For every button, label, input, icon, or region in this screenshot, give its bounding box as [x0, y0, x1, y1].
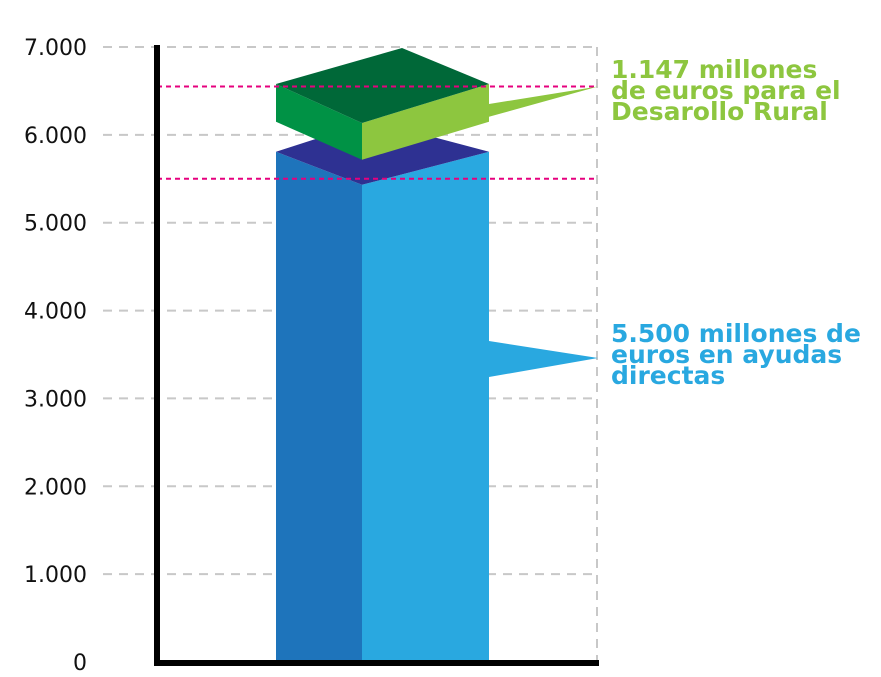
bar-green-top-face [276, 48, 489, 124]
annotation-rural-development-line-1: de euros para el [611, 76, 841, 105]
y-tick-label-6: 6.000 [24, 124, 87, 149]
y-tick-label-1: 1.000 [24, 563, 87, 588]
y-axis [154, 45, 160, 665]
annotation-rural-development-line-2: Desarollo Rural [611, 97, 828, 126]
y-tick-label-7: 7.000 [24, 36, 87, 61]
bar-blue-left-face [276, 151, 362, 663]
callout-pointer-green [489, 86, 598, 117]
annotation-direct-payments-line-1: euros en ayudas [611, 340, 842, 369]
y-tick-label-0: 0 [73, 651, 87, 676]
x-axis [154, 660, 599, 666]
callout-pointer-blue [489, 341, 598, 377]
y-tick-label-3: 3.000 [24, 387, 87, 412]
bar-green-left-face [276, 84, 362, 160]
y-tick-label-5: 5.000 [24, 212, 87, 237]
bar-blue-right-face [362, 151, 489, 663]
annotation-rural-development-line-0: 1.147 millones [611, 55, 817, 84]
annotation-direct-payments-line-2: directas [611, 361, 725, 390]
y-tick-label-2: 2.000 [24, 475, 87, 500]
bar-green-right-face [362, 84, 489, 160]
y-tick-label-4: 4.000 [24, 300, 87, 325]
annotation-direct-payments-line-0: 5.500 millones de [611, 319, 861, 348]
